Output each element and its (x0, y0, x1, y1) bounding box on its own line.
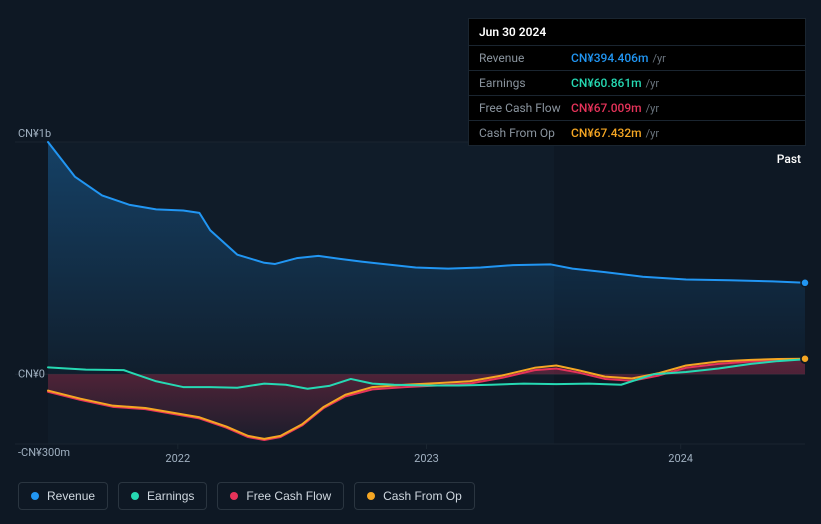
tooltip-row-revenue: Revenue CN¥394.406m /yr (469, 46, 805, 71)
tooltip-unit: /yr (652, 52, 665, 65)
legend-label: Revenue (47, 489, 95, 503)
chart-legend: Revenue Earnings Free Cash Flow Cash Fro… (18, 482, 475, 510)
chart-tooltip: Jun 30 2024 Revenue CN¥394.406m /yr Earn… (468, 18, 806, 146)
tooltip-label: Revenue (479, 51, 571, 65)
tooltip-unit: /yr (646, 102, 659, 115)
x-axis-tick-label: 2024 (668, 452, 693, 465)
legend-item-revenue[interactable]: Revenue (18, 482, 108, 510)
legend-dot (367, 492, 375, 500)
y-axis-tick-label: CN¥1b (18, 127, 51, 140)
tooltip-label: Free Cash Flow (479, 101, 571, 115)
tooltip-value: CN¥60.861m (571, 76, 642, 90)
y-axis-tick-label: -CN¥300m (18, 446, 70, 459)
legend-dot (31, 492, 39, 500)
y-axis-tick-label: CN¥0 (18, 368, 45, 381)
tooltip-row-earnings: Earnings CN¥60.861m /yr (469, 71, 805, 96)
tooltip-date: Jun 30 2024 (469, 19, 805, 46)
tooltip-unit: /yr (646, 127, 659, 140)
tooltip-value: CN¥67.432m (571, 126, 642, 140)
legend-item-fcf[interactable]: Free Cash Flow (217, 482, 344, 510)
legend-label: Cash From Op (383, 489, 462, 503)
legend-dot (230, 492, 238, 500)
tooltip-label: Earnings (479, 76, 571, 90)
tooltip-value: CN¥394.406m (571, 51, 648, 65)
legend-item-earnings[interactable]: Earnings (118, 482, 207, 510)
legend-label: Free Cash Flow (246, 489, 331, 503)
financial-chart: Past Jun 30 2024 Revenue CN¥394.406m /yr… (0, 0, 821, 524)
tooltip-row-cfo: Cash From Op CN¥67.432m /yr (469, 121, 805, 145)
x-axis-tick-label: 2022 (165, 452, 190, 465)
tooltip-row-fcf: Free Cash Flow CN¥67.009m /yr (469, 96, 805, 121)
legend-dot (131, 492, 139, 500)
legend-label: Earnings (147, 489, 194, 503)
tooltip-label: Cash From Op (479, 126, 571, 140)
x-axis-tick-label: 2023 (414, 452, 439, 465)
past-period-label: Past (777, 152, 801, 166)
tooltip-value: CN¥67.009m (571, 101, 642, 115)
legend-item-cfo[interactable]: Cash From Op (354, 482, 475, 510)
tooltip-unit: /yr (646, 77, 659, 90)
